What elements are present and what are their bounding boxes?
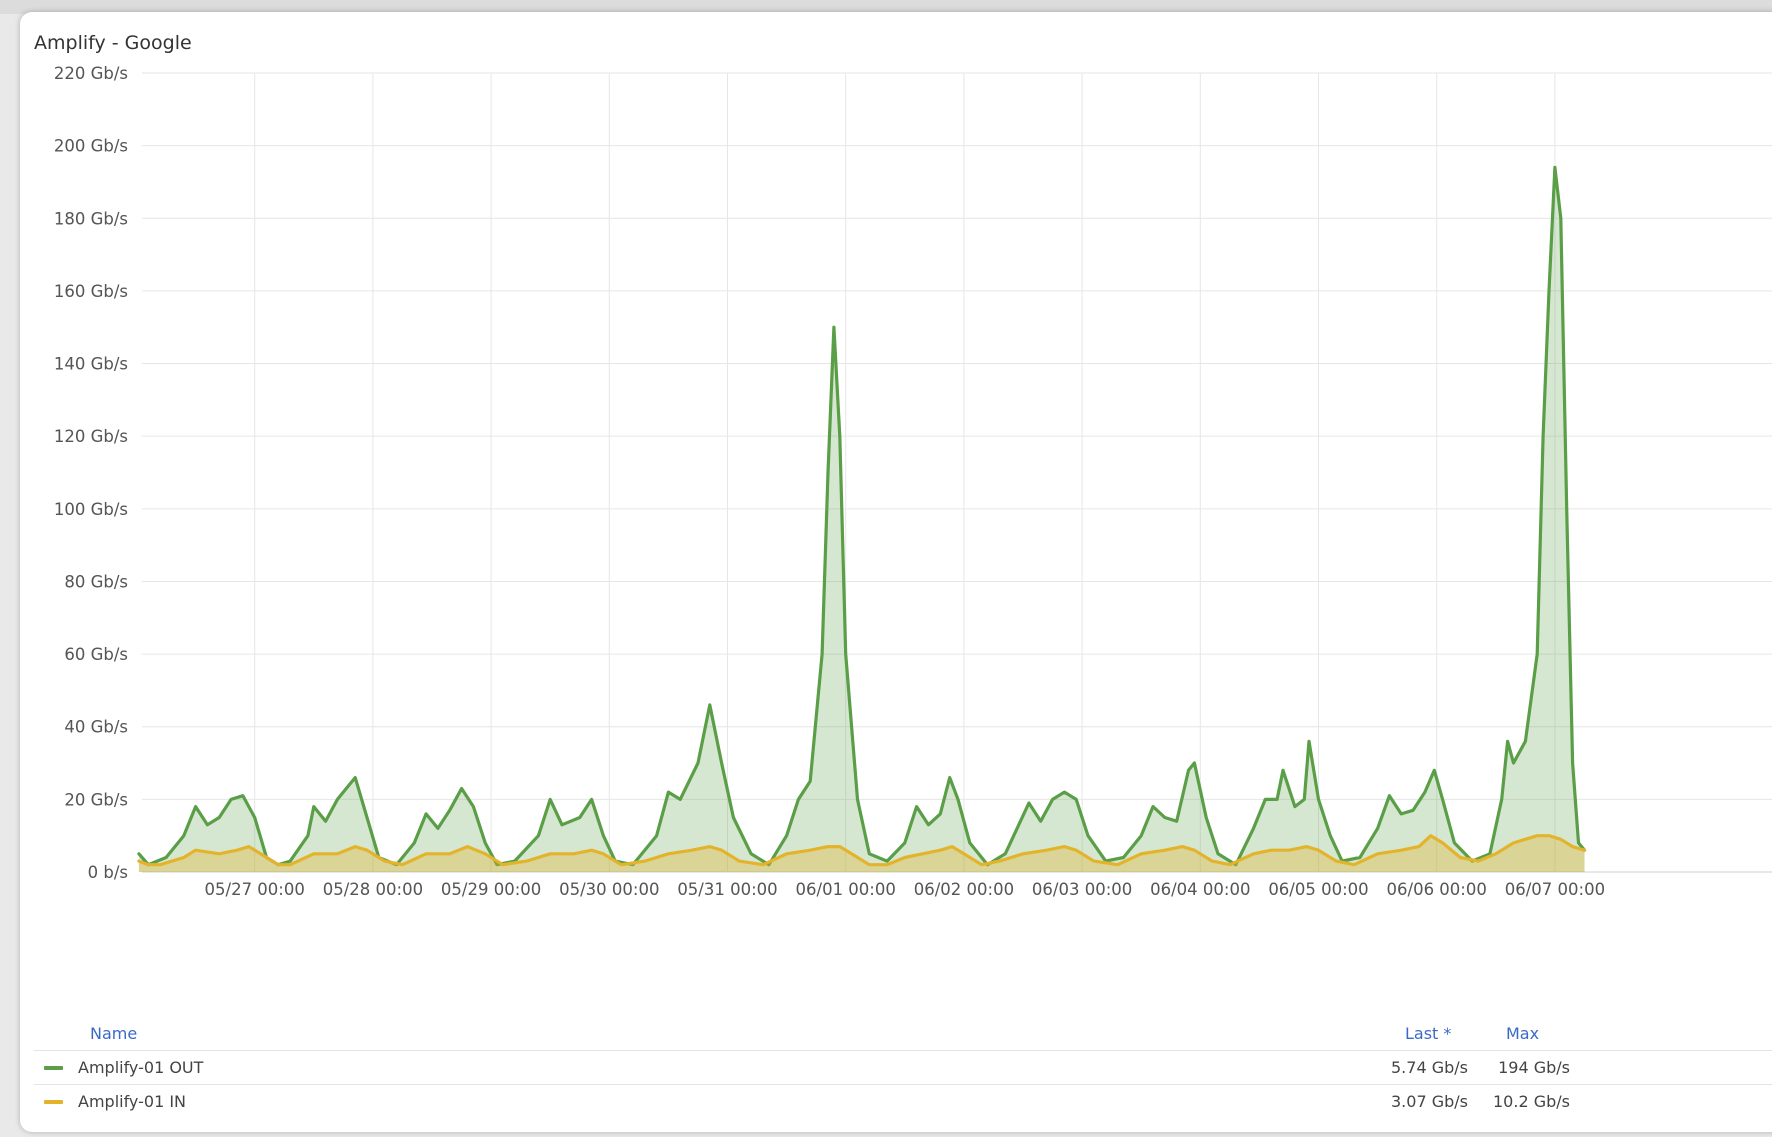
- chart-areas: [137, 165, 1587, 872]
- legend-series-name: Amplify-01 IN: [78, 1092, 187, 1111]
- legend-swatch-in: [44, 1100, 63, 1104]
- y-tick-label: 60 Gb/s: [64, 645, 128, 664]
- legend-max-value: 194 Gb/s: [1498, 1058, 1570, 1077]
- x-tick-label: 05/31 00:00: [677, 880, 777, 899]
- legend-header-max[interactable]: Max: [1506, 1024, 1540, 1043]
- y-tick-label: 0 b/s: [88, 863, 128, 882]
- series-line-in: [137, 834, 1587, 867]
- y-tick-label: 220 Gb/s: [54, 64, 128, 83]
- legend-swatch-out: [44, 1066, 63, 1070]
- x-tick-label: 06/07 00:00: [1505, 880, 1605, 899]
- series-line-out: [137, 165, 1587, 867]
- x-tick-label: 05/27 00:00: [205, 880, 305, 899]
- background-strip: [0, 0, 1772, 14]
- legend-header-last[interactable]: Last *: [1405, 1024, 1452, 1043]
- x-tick-label: 06/04 00:00: [1150, 880, 1250, 899]
- x-tick-label: 06/03 00:00: [1032, 880, 1132, 899]
- y-tick-label: 120 Gb/s: [54, 427, 128, 446]
- legend-series-name: Amplify-01 OUT: [78, 1058, 204, 1077]
- chart-grid: [142, 72, 1772, 873]
- legend-row-in[interactable]: Amplify-01 IN 3.07 Gb/s 10.2 Gb/s: [34, 1084, 1772, 1119]
- y-tick-label: 140 Gb/s: [54, 355, 128, 374]
- x-tick-label: 05/28 00:00: [323, 880, 423, 899]
- legend-row-out[interactable]: Amplify-01 OUT 5.74 Gb/s 194 Gb/s: [34, 1050, 1772, 1085]
- x-axis: 05/27 00:00 05/28 00:00 05/29 00:00 05/30 0…: [205, 880, 1606, 899]
- legend-last-value: 3.07 Gb/s: [1391, 1092, 1468, 1111]
- x-tick-label: 05/30 00:00: [559, 880, 659, 899]
- legend-last-value: 5.74 Gb/s: [1391, 1058, 1468, 1077]
- y-tick-label: 100 Gb/s: [54, 500, 128, 519]
- x-tick-label: 05/29 00:00: [441, 880, 541, 899]
- y-axis: 0 b/s 20 Gb/s 40 Gb/s 60 Gb/s 80 Gb/s 100 Gb/…: [54, 64, 128, 882]
- y-tick-label: 40 Gb/s: [64, 718, 128, 737]
- y-tick-label: 160 Gb/s: [54, 282, 128, 301]
- y-tick-label: 200 Gb/s: [54, 137, 128, 156]
- traffic-chart[interactable]: 0 b/s 20 Gb/s 40 Gb/s 60 Gb/s 80 Gb/s 100 Gb/…: [20, 12, 1772, 1012]
- panel-title: Amplify - Google: [34, 32, 192, 54]
- x-tick-label: 06/05 00:00: [1268, 880, 1368, 899]
- y-tick-label: 180 Gb/s: [54, 209, 128, 228]
- legend-header-name[interactable]: Name: [90, 1024, 138, 1043]
- graph-panel: Amplify - Google 0 b/s 20 Gb/s 40 Gb/s 60 G…: [20, 12, 1772, 1132]
- x-tick-label: 06/06 00:00: [1387, 880, 1487, 899]
- y-tick-label: 20 Gb/s: [64, 790, 128, 809]
- x-tick-label: 06/02 00:00: [914, 880, 1014, 899]
- legend-max-value: 10.2 Gb/s: [1493, 1092, 1570, 1111]
- x-tick-label: 06/01 00:00: [796, 880, 896, 899]
- series-area-out: [138, 167, 1585, 872]
- y-tick-label: 80 Gb/s: [64, 572, 128, 591]
